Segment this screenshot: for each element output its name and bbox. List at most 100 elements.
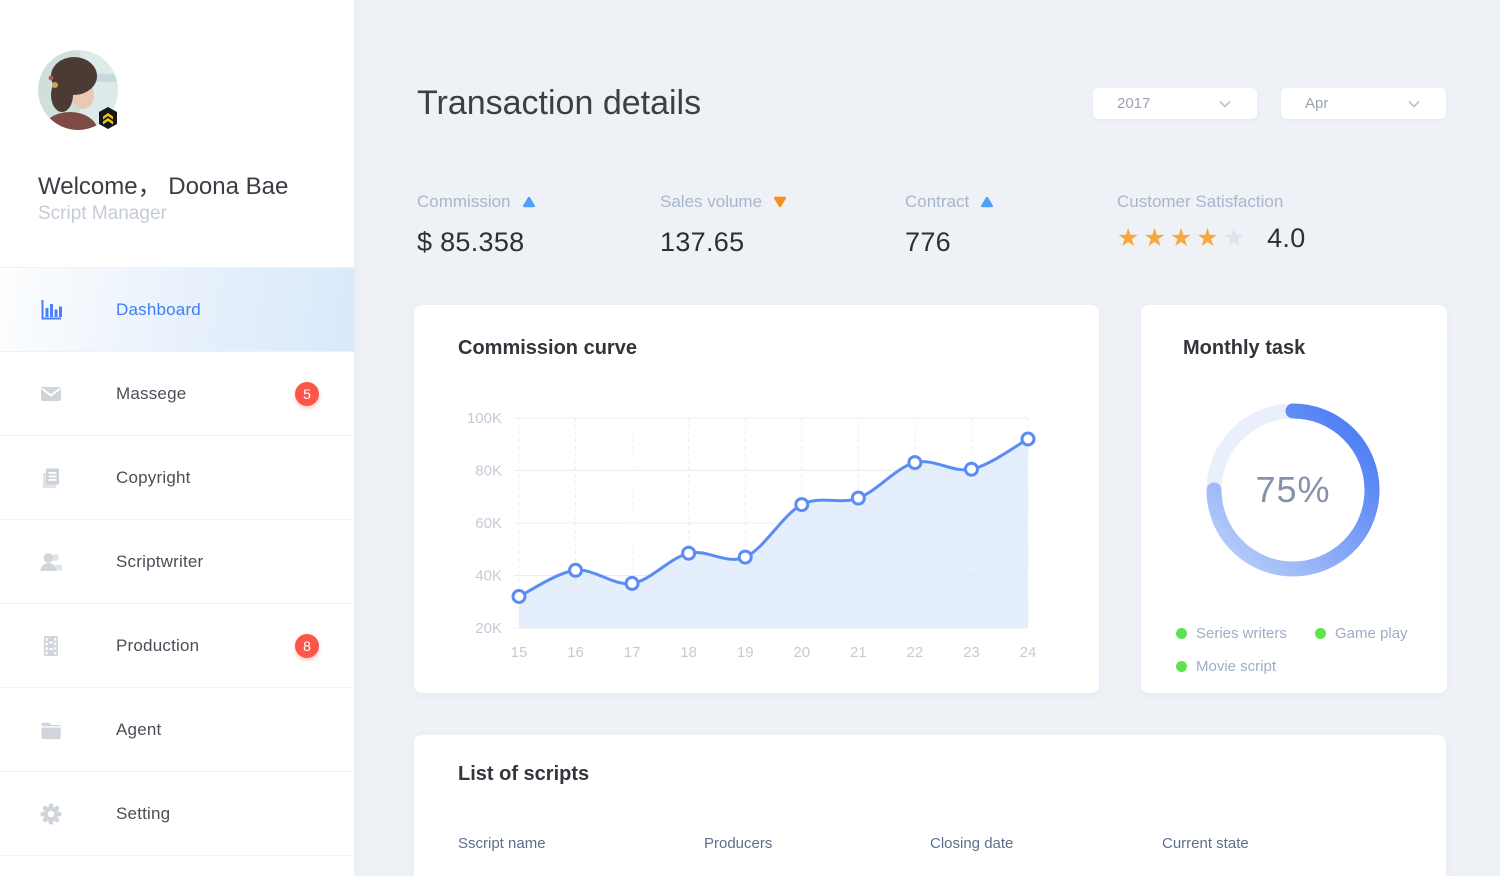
legend-dot-icon xyxy=(1176,661,1187,672)
legend-label: Series writers xyxy=(1196,625,1287,642)
x-tick-label: 23 xyxy=(963,644,980,661)
gear-icon xyxy=(38,801,64,827)
sidebar-item-label: Dashboard xyxy=(116,299,201,319)
card-title: Monthly task xyxy=(1183,337,1306,359)
stat-value: 4.0 xyxy=(1267,223,1306,253)
legend-item-game-play: Game play xyxy=(1315,625,1408,642)
stat-satisfaction: Customer Satisfaction ★★★★★ 4.0 xyxy=(1117,192,1306,254)
y-tick-label: 40K xyxy=(475,568,502,585)
scripts-list-card: List of scripts Sscript name Producers C… xyxy=(414,735,1446,876)
stat-contract: Contract 776 xyxy=(905,192,994,258)
sidebar-item-label: Agent xyxy=(116,719,162,739)
notification-badge: 8 xyxy=(295,633,319,658)
year-select-value: 2017 xyxy=(1117,95,1151,112)
month-select[interactable]: Apr xyxy=(1281,88,1446,119)
star-filled-icon: ★ xyxy=(1196,224,1223,252)
legend-label: Movie script xyxy=(1196,658,1277,675)
trend-down-icon xyxy=(773,195,787,209)
documents-icon xyxy=(38,465,64,491)
data-point-marker xyxy=(1020,431,1036,447)
data-point-marker xyxy=(511,589,527,604)
avatar-photo xyxy=(38,50,118,130)
stat-label: Sales volume xyxy=(660,192,763,211)
sidebar-item-label: Setting xyxy=(116,803,171,823)
x-tick-label: 17 xyxy=(624,644,641,661)
sidebar-item-label: Scriptwriter xyxy=(116,551,204,571)
trend-up-icon xyxy=(522,195,536,209)
rank-badge-icon xyxy=(99,107,117,129)
star-filled-icon: ★ xyxy=(1169,224,1197,252)
sidebar-item-setting[interactable]: Setting xyxy=(0,772,354,856)
sidebar-item-label: Copyright xyxy=(116,467,191,487)
legend-item-movie-script: Movie script xyxy=(1176,658,1276,675)
data-point-marker xyxy=(794,497,810,513)
sidebar-item-massege[interactable]: Massege 5 xyxy=(0,352,354,436)
sidebar: Welcome， Doona Bae Script Manager Dashbo… xyxy=(0,0,354,876)
year-select[interactable]: 2017 xyxy=(1093,88,1257,119)
commission-line xyxy=(517,437,1030,598)
folder-icon xyxy=(38,717,64,743)
data-point-marker xyxy=(681,545,697,561)
notification-badge: 5 xyxy=(295,381,319,406)
trend-up-icon xyxy=(980,195,994,209)
x-tick-label: 18 xyxy=(680,644,697,661)
stat-label: Commission xyxy=(417,192,511,211)
main-content: Transaction details 2017 Apr Commission … xyxy=(354,0,1500,876)
x-tick-label: 15 xyxy=(511,644,528,661)
monthly-progress-arc xyxy=(1206,403,1380,577)
sidebar-item-production[interactable]: Production 8 xyxy=(0,604,354,688)
column-header-closing-date: Closing date xyxy=(930,835,1014,852)
data-point-marker xyxy=(850,490,866,506)
x-tick-label: 16 xyxy=(567,644,584,661)
star-filled-icon: ★ xyxy=(1117,224,1144,252)
star-filled-icon: ★ xyxy=(1143,224,1170,252)
person-icon xyxy=(38,549,64,575)
sidebar-item-agent[interactable]: Agent xyxy=(0,688,354,772)
x-tick-label: 20 xyxy=(793,644,810,661)
avatar[interactable] xyxy=(38,50,118,130)
stat-sales-volume: Sales volume 137.65 xyxy=(660,192,787,258)
chevron-down-icon xyxy=(1408,100,1420,108)
column-header-current-state: Current state xyxy=(1162,835,1249,852)
stat-value: 776 xyxy=(905,227,951,257)
stat-label: Customer Satisfaction xyxy=(1117,192,1284,211)
sidebar-item-copyright[interactable]: Copyright xyxy=(0,436,354,520)
monthly-progress-donut: 75% xyxy=(1198,395,1388,585)
legend-item-series-writers: Series writers xyxy=(1176,625,1287,642)
sidebar-item-dashboard[interactable]: Dashboard xyxy=(0,268,354,352)
stat-value: 137.65 xyxy=(660,227,745,257)
legend-label: Game play xyxy=(1335,625,1408,642)
card-title: Commission curve xyxy=(458,337,637,359)
sidebar-item-scriptwriter[interactable]: Scriptwriter xyxy=(0,520,354,604)
commission-curve-plot: 20K 40K 60K 80K 100K 15 16 17 18 19 20 21 22 23 24 xyxy=(467,410,1036,661)
y-tick-label: 100K xyxy=(467,410,502,427)
user-role: Script Manager xyxy=(38,203,167,224)
legend-dot-icon xyxy=(1315,628,1326,639)
bar-chart-icon xyxy=(38,297,64,323)
progress-percent: 75% xyxy=(1255,469,1331,510)
data-point-marker xyxy=(624,575,640,591)
legend-dot-icon xyxy=(1176,628,1187,639)
star-empty-icon: ★ xyxy=(1222,224,1250,252)
satisfaction-stars: ★★★★★ xyxy=(1117,226,1249,251)
stat-label: Contract xyxy=(905,192,970,211)
sidebar-menu: Dashboard Massege 5 xyxy=(0,267,354,856)
column-header-producers: Producers xyxy=(704,835,773,852)
x-tick-label: 19 xyxy=(737,644,754,661)
envelope-icon xyxy=(38,381,64,407)
data-point-marker xyxy=(907,455,923,471)
card-title: List of scripts xyxy=(458,763,590,785)
monthly-task-card: Monthly task 75% Series writers xyxy=(1141,305,1447,693)
y-tick-label: 60K xyxy=(475,515,502,532)
film-icon xyxy=(38,633,64,659)
stat-value: $ 85.358 xyxy=(417,227,525,257)
data-point-marker xyxy=(963,461,979,477)
x-tick-label: 21 xyxy=(850,644,867,661)
data-point-marker xyxy=(737,549,753,565)
stat-commission: Commission $ 85.358 xyxy=(417,192,536,258)
welcome-text: Welcome， Doona Bae xyxy=(38,173,289,200)
data-point-marker xyxy=(568,562,584,578)
page-title: Transaction details xyxy=(417,84,702,122)
commission-curve-card: Commission curve 20K 40K 60K 80K 100K 15 16 17 1… xyxy=(414,305,1099,693)
chevron-down-icon xyxy=(1219,100,1231,108)
